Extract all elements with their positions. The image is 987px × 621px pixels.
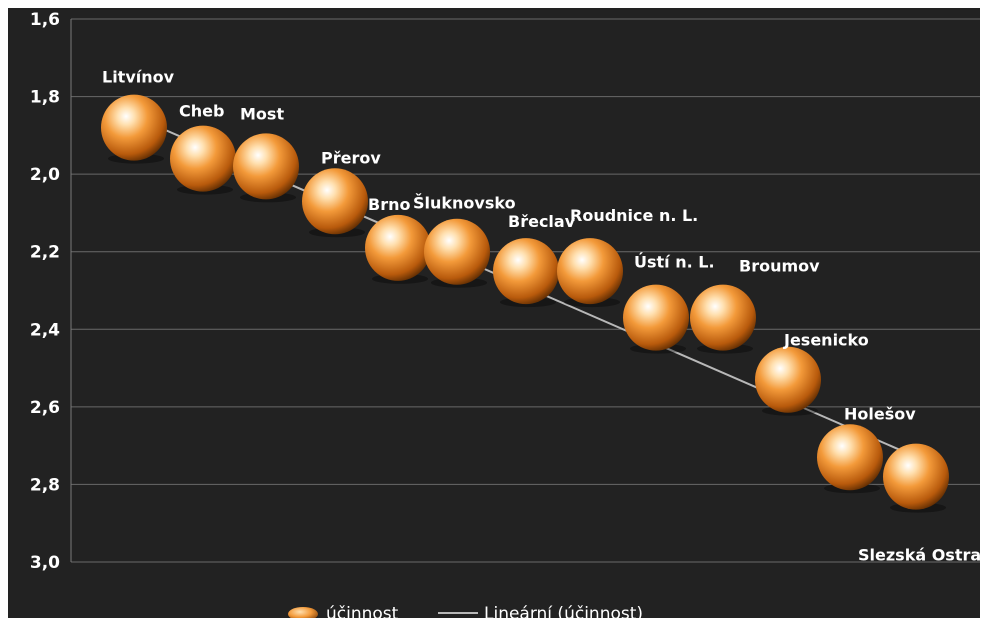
- data-point-sphere: [817, 424, 883, 491]
- data-point-sphere: [233, 133, 299, 200]
- data-point-sphere: [101, 94, 167, 161]
- data-point-label: Šluknovsko: [413, 194, 516, 213]
- data-point-label: Ústí n. L.: [634, 253, 715, 272]
- data-point-label: Slezská Ostrava: [858, 546, 980, 565]
- data-point-label: Cheb: [179, 102, 224, 121]
- y-tick-label: 3,0: [30, 553, 60, 573]
- data-point-label: Holešov: [844, 404, 916, 423]
- data-point-label: Jesenicko: [783, 331, 869, 350]
- chart-frame: 1,6 1,8 2,0 2,2 2,4 2,6 2,8 3,0 Litvínov Cheb Mos…: [8, 8, 980, 618]
- legend-label-trendline: Lineární (účinnost): [484, 604, 643, 618]
- data-point-label: Most: [240, 104, 284, 123]
- data-point-sphere: [755, 346, 821, 413]
- data-point-label: Přerov: [321, 148, 381, 167]
- y-tick-label: 2,8: [30, 475, 60, 495]
- data-point-sphere: [883, 443, 949, 510]
- y-tick-label: 2,2: [30, 243, 60, 263]
- data-points: [101, 94, 949, 513]
- data-point-label: Břeclav: [508, 212, 576, 231]
- legend: účinnost Lineární (účinnost): [288, 604, 643, 618]
- y-tick-label: 1,8: [30, 88, 60, 108]
- data-point-label: Litvínov: [102, 68, 175, 87]
- data-point-sphere: [424, 218, 490, 285]
- y-axis: 1,6 1,8 2,0 2,2 2,4 2,6 2,8 3,0: [30, 10, 72, 573]
- legend-label-series: účinnost: [326, 604, 399, 618]
- data-point-sphere: [365, 214, 431, 281]
- legend-sphere-icon: [288, 607, 318, 618]
- data-point-sphere: [557, 238, 623, 305]
- data-point-sphere: [690, 284, 756, 351]
- data-point-label: Roudnice n. L.: [570, 206, 698, 225]
- data-point-sphere: [302, 168, 368, 235]
- y-tick-label: 1,6: [30, 10, 60, 30]
- data-point-label: Brno: [368, 195, 410, 214]
- data-point-sphere: [493, 238, 559, 305]
- data-point-sphere: [623, 284, 689, 351]
- data-point-sphere: [170, 125, 236, 192]
- y-tick-label: 2,6: [30, 398, 60, 418]
- y-tick-label: 2,0: [30, 165, 60, 185]
- data-point-label: Broumov: [739, 257, 820, 276]
- y-tick-label: 2,4: [30, 320, 60, 340]
